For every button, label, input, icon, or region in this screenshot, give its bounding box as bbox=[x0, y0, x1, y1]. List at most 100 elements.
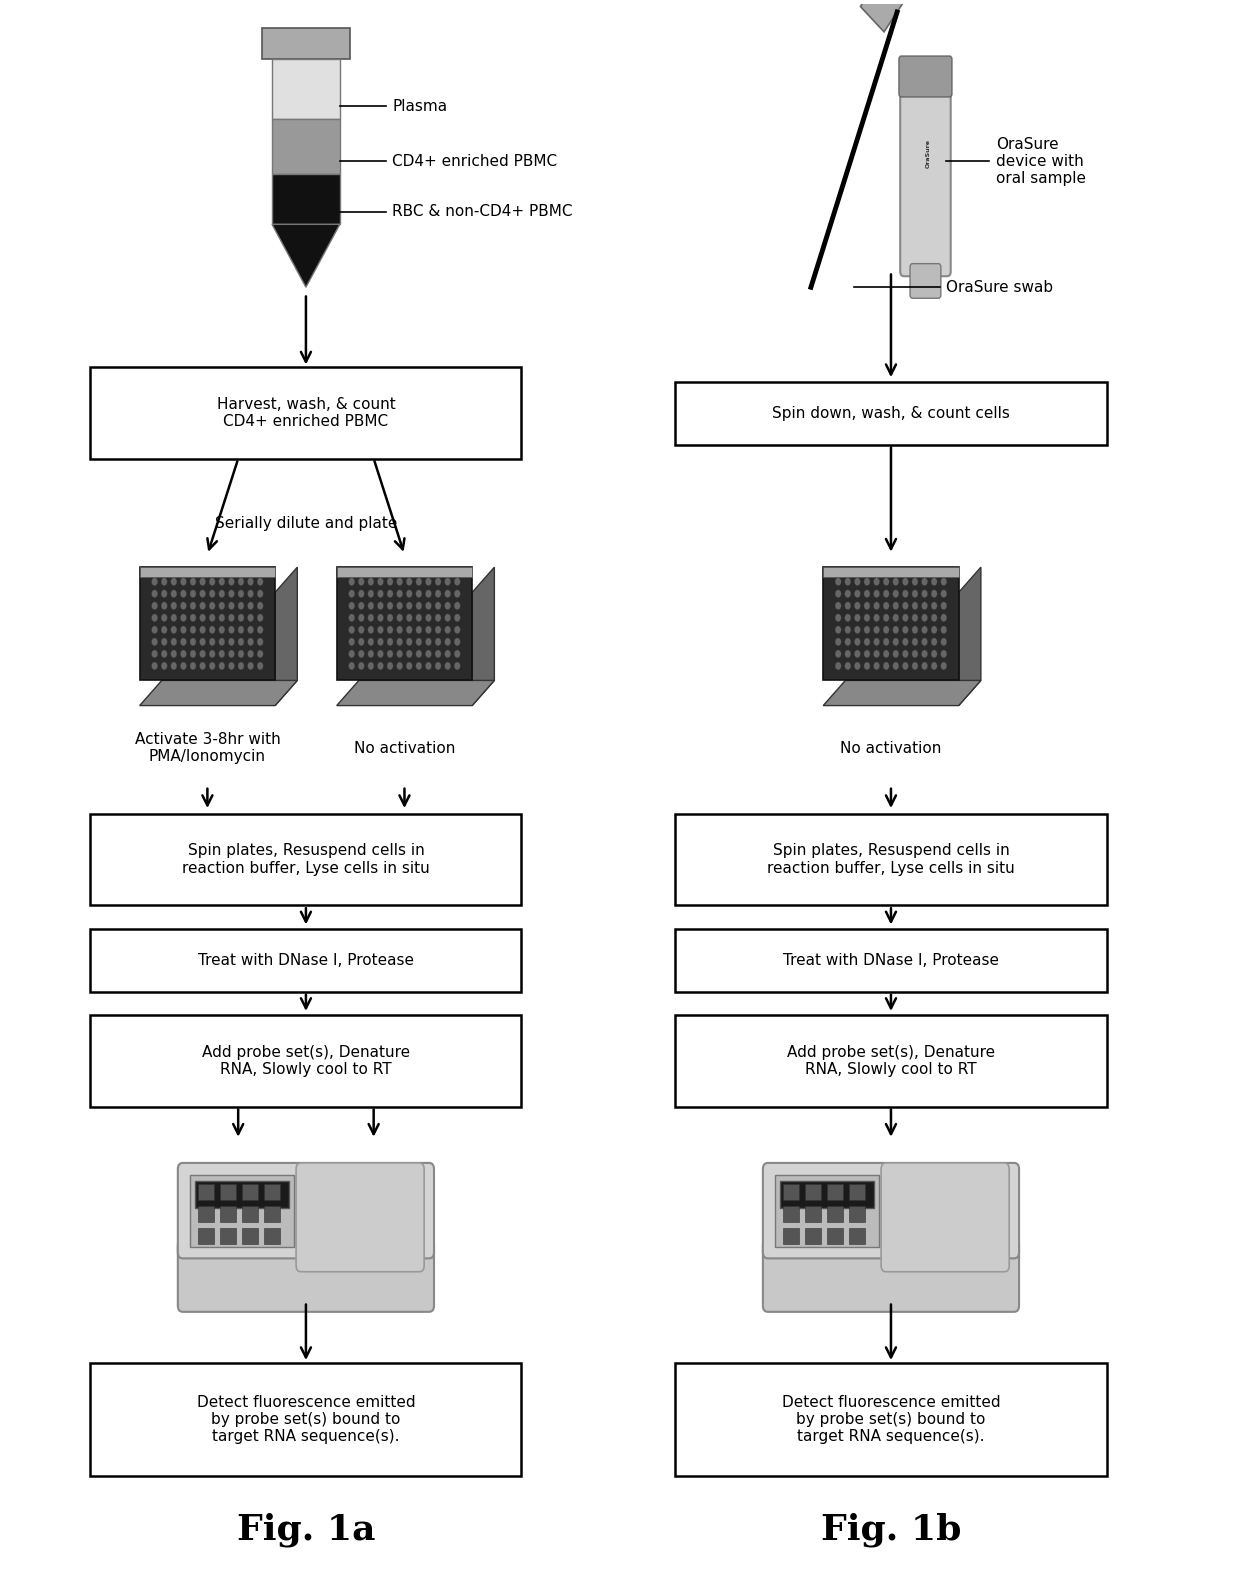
Circle shape bbox=[238, 602, 244, 610]
Circle shape bbox=[921, 662, 928, 670]
Circle shape bbox=[200, 613, 206, 621]
Circle shape bbox=[883, 577, 889, 585]
Circle shape bbox=[248, 639, 254, 645]
Circle shape bbox=[210, 613, 216, 621]
Bar bbox=[197, 1228, 213, 1244]
Circle shape bbox=[397, 602, 403, 610]
Circle shape bbox=[911, 613, 918, 621]
Circle shape bbox=[425, 639, 432, 645]
Circle shape bbox=[248, 590, 254, 598]
Bar bbox=[219, 1228, 236, 1244]
Polygon shape bbox=[823, 680, 981, 705]
Circle shape bbox=[161, 602, 167, 610]
Circle shape bbox=[911, 639, 918, 645]
Circle shape bbox=[228, 662, 234, 670]
Circle shape bbox=[200, 602, 206, 610]
Circle shape bbox=[257, 662, 263, 670]
Circle shape bbox=[377, 613, 383, 621]
Circle shape bbox=[435, 662, 441, 670]
Circle shape bbox=[873, 662, 879, 670]
Circle shape bbox=[377, 602, 383, 610]
Circle shape bbox=[854, 577, 861, 585]
Circle shape bbox=[210, 662, 216, 670]
Circle shape bbox=[358, 662, 365, 670]
Circle shape bbox=[387, 662, 393, 670]
Circle shape bbox=[931, 613, 937, 621]
Circle shape bbox=[836, 590, 841, 598]
Circle shape bbox=[397, 577, 403, 585]
Circle shape bbox=[425, 590, 432, 598]
Circle shape bbox=[864, 602, 870, 610]
Circle shape bbox=[171, 590, 177, 598]
Circle shape bbox=[387, 613, 393, 621]
Circle shape bbox=[903, 626, 909, 634]
Polygon shape bbox=[337, 680, 495, 705]
Circle shape bbox=[238, 650, 244, 658]
Bar bbox=[849, 1184, 866, 1200]
Circle shape bbox=[377, 639, 383, 645]
Text: OraSure: OraSure bbox=[925, 139, 930, 168]
FancyBboxPatch shape bbox=[91, 814, 522, 906]
Text: Spin down, wash, & count cells: Spin down, wash, & count cells bbox=[773, 406, 1009, 421]
Circle shape bbox=[415, 613, 422, 621]
Circle shape bbox=[445, 613, 450, 621]
Circle shape bbox=[210, 577, 216, 585]
Circle shape bbox=[151, 590, 157, 598]
Circle shape bbox=[238, 662, 244, 670]
Circle shape bbox=[368, 626, 374, 634]
Circle shape bbox=[210, 650, 216, 658]
FancyBboxPatch shape bbox=[91, 367, 522, 458]
Circle shape bbox=[358, 650, 365, 658]
Circle shape bbox=[397, 590, 403, 598]
Circle shape bbox=[911, 577, 918, 585]
Circle shape bbox=[435, 577, 441, 585]
FancyBboxPatch shape bbox=[910, 264, 941, 299]
Circle shape bbox=[435, 650, 441, 658]
Circle shape bbox=[190, 577, 196, 585]
Circle shape bbox=[873, 626, 879, 634]
Circle shape bbox=[425, 577, 432, 585]
Circle shape bbox=[445, 639, 450, 645]
Circle shape bbox=[921, 639, 928, 645]
Circle shape bbox=[200, 650, 206, 658]
Circle shape bbox=[883, 662, 889, 670]
Circle shape bbox=[218, 590, 224, 598]
Circle shape bbox=[397, 650, 403, 658]
FancyBboxPatch shape bbox=[763, 1240, 1019, 1312]
Bar bbox=[827, 1206, 843, 1222]
Circle shape bbox=[238, 577, 244, 585]
FancyBboxPatch shape bbox=[676, 381, 1106, 444]
Circle shape bbox=[171, 650, 177, 658]
Circle shape bbox=[836, 639, 841, 645]
Circle shape bbox=[407, 590, 412, 598]
Text: Fig. 1a: Fig. 1a bbox=[237, 1513, 376, 1546]
FancyBboxPatch shape bbox=[676, 930, 1106, 991]
Circle shape bbox=[190, 602, 196, 610]
FancyBboxPatch shape bbox=[882, 1164, 1009, 1271]
Circle shape bbox=[903, 613, 909, 621]
Text: Add probe set(s), Denature
RNA, Slowly cool to RT: Add probe set(s), Denature RNA, Slowly c… bbox=[787, 1045, 994, 1077]
Polygon shape bbox=[140, 680, 298, 705]
Circle shape bbox=[218, 602, 224, 610]
Circle shape bbox=[435, 626, 441, 634]
Circle shape bbox=[161, 626, 167, 634]
Text: Spin plates, Resuspend cells in
reaction buffer, Lyse cells in situ: Spin plates, Resuspend cells in reaction… bbox=[182, 844, 430, 876]
Circle shape bbox=[844, 650, 851, 658]
FancyBboxPatch shape bbox=[823, 568, 959, 577]
Circle shape bbox=[218, 626, 224, 634]
Circle shape bbox=[190, 639, 196, 645]
FancyBboxPatch shape bbox=[676, 1363, 1106, 1477]
Circle shape bbox=[911, 662, 918, 670]
Circle shape bbox=[454, 602, 460, 610]
Circle shape bbox=[348, 639, 355, 645]
Circle shape bbox=[931, 626, 937, 634]
Circle shape bbox=[248, 602, 254, 610]
Circle shape bbox=[931, 639, 937, 645]
Polygon shape bbox=[272, 225, 340, 288]
Polygon shape bbox=[275, 568, 298, 705]
Circle shape bbox=[248, 662, 254, 670]
Circle shape bbox=[836, 626, 841, 634]
Circle shape bbox=[941, 602, 947, 610]
Circle shape bbox=[151, 650, 157, 658]
Bar bbox=[805, 1206, 821, 1222]
